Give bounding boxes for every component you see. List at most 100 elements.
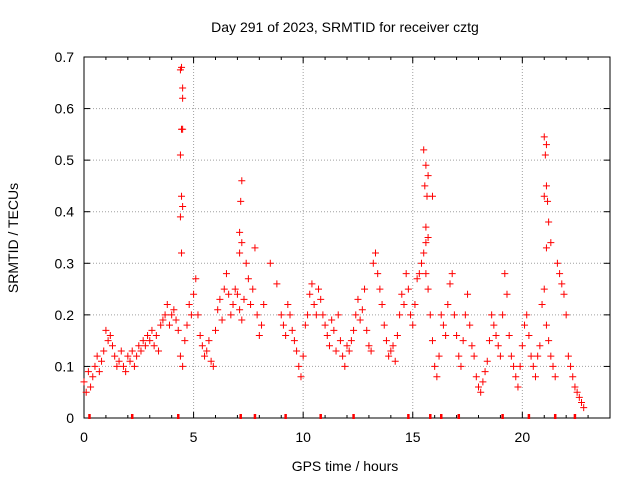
data-point — [137, 347, 145, 355]
data-point — [279, 321, 287, 329]
data-point — [148, 326, 156, 334]
data-point — [181, 337, 189, 345]
data-point — [187, 311, 195, 319]
data-point — [185, 301, 193, 309]
data-point — [176, 213, 184, 221]
data-point — [277, 311, 285, 319]
data-point — [87, 383, 95, 391]
data-point — [371, 249, 379, 257]
data-point — [382, 337, 390, 345]
data-point — [529, 362, 537, 370]
data-point — [376, 285, 384, 293]
y-tick-label: 0.5 — [55, 152, 75, 168]
data-point — [545, 218, 553, 226]
data-point — [330, 326, 338, 334]
data-point — [192, 275, 200, 283]
data-point — [459, 337, 467, 345]
data-point — [93, 352, 101, 360]
data-point — [220, 285, 228, 293]
data-point — [540, 133, 548, 141]
data-point — [178, 63, 186, 71]
data-point — [122, 368, 130, 376]
data-point — [402, 270, 410, 278]
data-point — [569, 373, 577, 381]
data-point — [102, 326, 110, 334]
data-point — [573, 388, 581, 396]
data-point — [380, 321, 388, 329]
bottom-rug-ticks — [88, 414, 577, 419]
data-point — [310, 301, 318, 309]
data-point — [444, 301, 452, 309]
x-tick-label: 10 — [295, 429, 311, 445]
data-point — [503, 290, 511, 298]
data-point — [433, 373, 441, 381]
data-point — [238, 316, 246, 324]
data-point — [428, 192, 436, 200]
data-point — [242, 259, 250, 267]
data-point — [538, 301, 546, 309]
data-point — [499, 311, 507, 319]
data-point — [481, 368, 489, 376]
data-point — [227, 311, 235, 319]
data-point — [446, 280, 454, 288]
data-point — [398, 290, 406, 298]
data-point — [336, 337, 344, 345]
data-point — [106, 331, 114, 339]
data-point — [356, 316, 364, 324]
data-point — [251, 244, 259, 252]
data-point — [396, 311, 404, 319]
data-point — [244, 275, 252, 283]
data-point — [553, 259, 561, 267]
data-point — [505, 331, 513, 339]
x-tick-labels: 0 5 10 15 20 — [80, 429, 530, 445]
data-point — [308, 280, 316, 288]
data-point — [178, 192, 186, 200]
data-point — [521, 321, 529, 329]
data-point — [111, 352, 119, 360]
data-point — [157, 321, 165, 329]
data-point — [332, 347, 340, 355]
data-point — [389, 342, 397, 350]
data-point — [152, 331, 160, 339]
data-point — [367, 347, 375, 355]
data-point — [428, 337, 436, 345]
data-point — [249, 285, 257, 293]
scatter-points — [80, 63, 588, 412]
data-point — [139, 337, 147, 345]
data-point — [516, 362, 524, 370]
data-point — [485, 337, 493, 345]
data-point — [578, 399, 586, 407]
data-point — [393, 331, 401, 339]
data-point — [547, 352, 555, 360]
data-point — [542, 141, 550, 149]
data-point — [404, 285, 412, 293]
data-point — [176, 352, 184, 360]
data-point — [361, 285, 369, 293]
data-point — [424, 234, 432, 241]
data-point — [115, 357, 123, 365]
data-point — [514, 383, 522, 391]
data-point — [150, 342, 158, 350]
data-point — [431, 362, 439, 370]
data-point — [144, 331, 152, 339]
data-point — [124, 352, 132, 360]
grid — [84, 57, 610, 418]
y-tick-label: 0.2 — [55, 307, 75, 323]
y-tick-label: 0.1 — [55, 358, 75, 374]
data-point — [141, 342, 149, 350]
data-point — [510, 362, 518, 370]
data-point — [525, 331, 533, 339]
data-point — [161, 311, 169, 319]
data-point — [575, 393, 583, 401]
data-point — [536, 342, 544, 350]
data-point — [218, 316, 226, 324]
data-point — [299, 352, 307, 360]
data-point — [205, 337, 213, 345]
axes — [83, 56, 611, 419]
data-point — [455, 352, 463, 360]
y-tick-labels: 0 0.1 0.2 0.3 0.4 0.5 0.6 0.7 — [55, 49, 75, 426]
data-point — [293, 347, 301, 355]
data-point — [488, 311, 496, 319]
data-point — [400, 301, 408, 309]
data-point — [237, 197, 245, 205]
